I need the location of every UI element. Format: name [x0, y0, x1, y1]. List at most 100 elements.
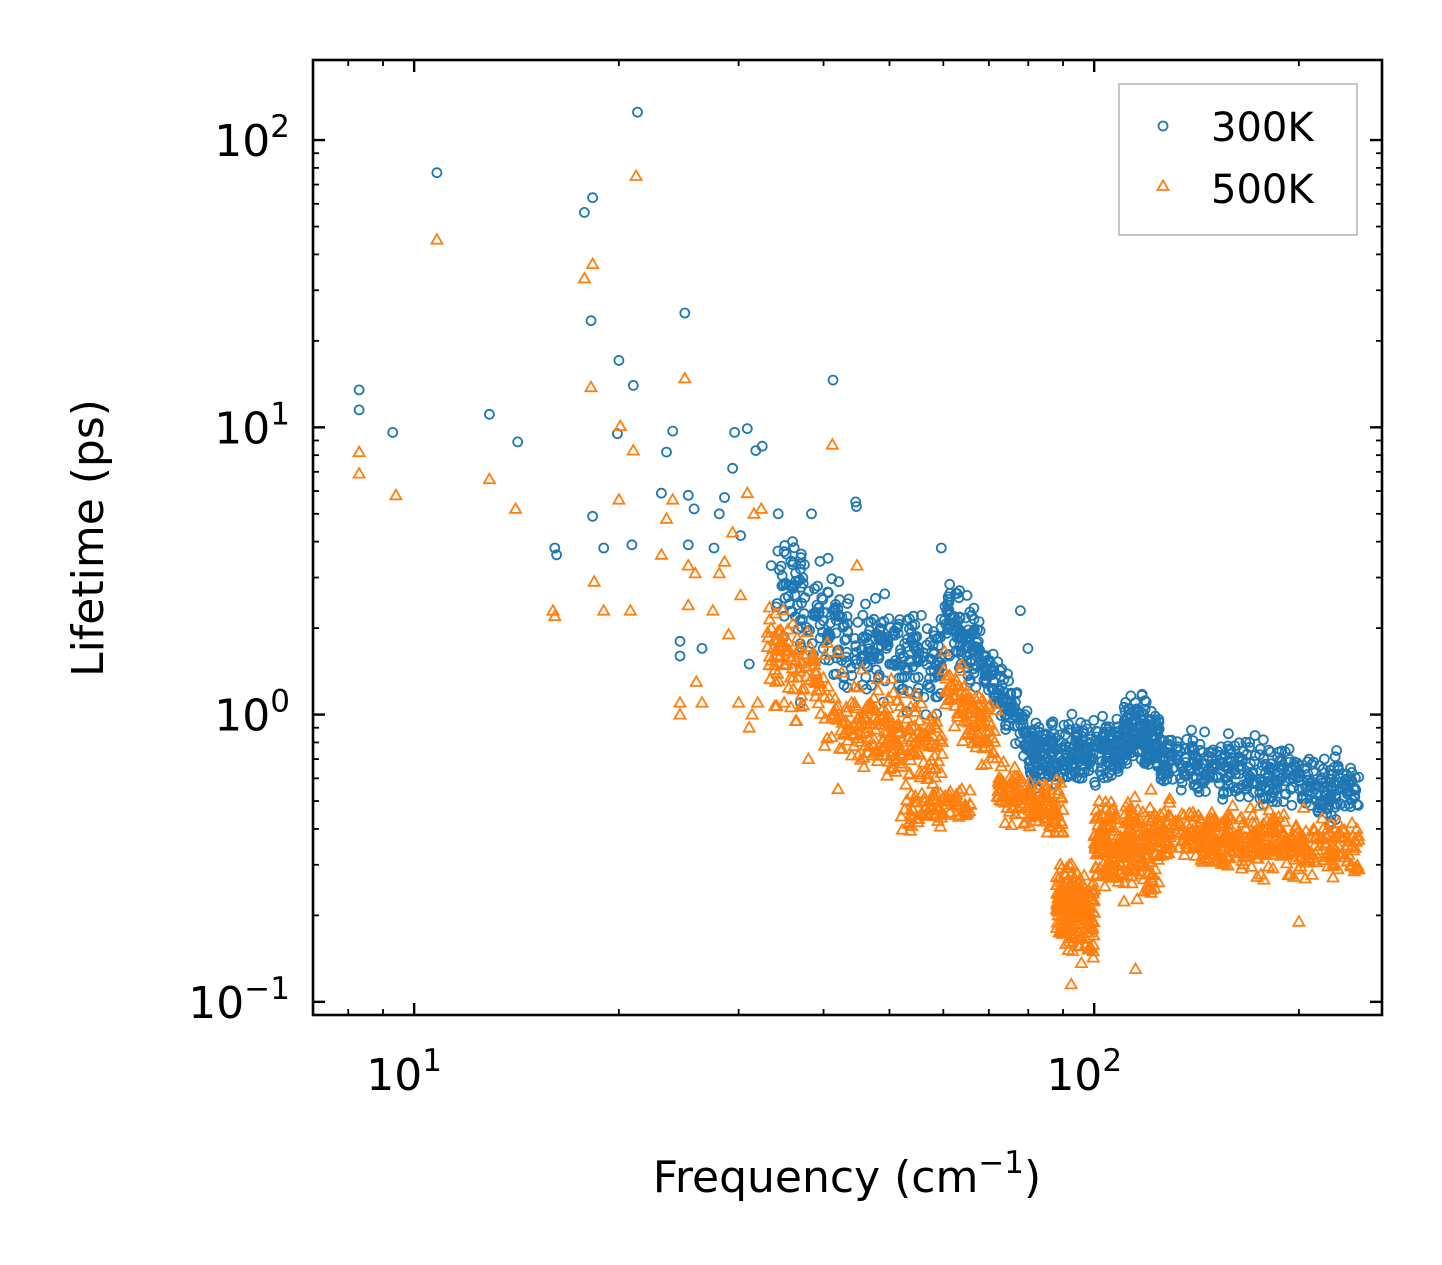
data-point-500k — [982, 697, 997, 710]
data-point-300k — [1027, 752, 1039, 764]
data-point-300k — [1045, 717, 1057, 729]
data-point-500k — [918, 801, 933, 814]
data-point-500k — [1127, 789, 1142, 803]
data-point-300k — [1112, 763, 1123, 775]
data-point-500k — [992, 782, 1007, 795]
data-point-300k — [894, 614, 906, 625]
data-point-300k — [1148, 733, 1160, 745]
legend-marker-300k — [1157, 120, 1169, 132]
data-point-500k — [894, 809, 909, 822]
data-point-500k — [482, 471, 497, 485]
data-point-500k — [1102, 818, 1117, 831]
data-point-500k — [672, 695, 688, 708]
data-point-500k — [1144, 854, 1159, 867]
data-point-500k — [794, 682, 809, 695]
data-point-500k — [969, 704, 984, 717]
data-point-500k — [1249, 840, 1264, 853]
data-point-500k — [1067, 874, 1082, 887]
data-point-500k — [1102, 839, 1117, 852]
data-point-300k — [1273, 746, 1285, 758]
data-point-500k — [731, 695, 746, 708]
data-point-300k — [817, 626, 828, 638]
data-point-300k — [954, 611, 966, 623]
data-point-500k — [974, 757, 989, 770]
data-point-300k — [585, 315, 597, 327]
data-point-500k — [892, 720, 907, 733]
data-point-500k — [816, 670, 831, 683]
data-point-500k — [1106, 801, 1121, 815]
data-point-500k — [1111, 828, 1126, 841]
data-point-500k — [740, 485, 755, 499]
data-point-300k — [964, 628, 976, 640]
data-point-300k — [512, 436, 524, 448]
data-point-500k — [895, 822, 910, 835]
data-point-300k — [708, 542, 720, 554]
data-point-300k — [964, 674, 976, 686]
data-point-300k — [1100, 721, 1112, 733]
data-point-500k — [1086, 944, 1101, 957]
data-point-500k — [1276, 807, 1291, 820]
data-point-300k — [842, 625, 853, 637]
data-point-500k — [1279, 856, 1294, 869]
data-point-300k — [930, 633, 942, 645]
data-point-500k — [801, 751, 816, 764]
data-point-500k — [1098, 794, 1113, 807]
data-point-500k — [1143, 885, 1159, 898]
data-point-500k — [1054, 791, 1069, 804]
data-point-500k — [908, 686, 923, 699]
data-point-500k — [1265, 861, 1280, 874]
data-point-300k — [796, 597, 807, 609]
data-point-300k — [353, 384, 365, 396]
data-point-300k — [843, 593, 855, 605]
data-point-300k — [1319, 798, 1331, 810]
data-point-300k — [674, 635, 686, 647]
data-point-500k — [1072, 910, 1087, 923]
data-point-300k — [674, 650, 686, 662]
data-point-300k — [866, 680, 877, 691]
data-point-300k — [1012, 720, 1024, 732]
data-point-500k — [822, 690, 837, 703]
data-point-300k — [860, 598, 871, 610]
data-point-500k — [971, 716, 987, 730]
data-point-500k — [1122, 829, 1138, 842]
data-point-500k — [930, 813, 946, 826]
data-point-500k — [1050, 897, 1065, 910]
data-point-500k — [1160, 816, 1175, 830]
data-point-500k — [1067, 888, 1082, 902]
data-point-500k — [920, 771, 935, 784]
data-point-500k — [898, 777, 913, 790]
data-point-500k — [837, 725, 852, 738]
data-point-500k — [825, 437, 840, 450]
data-point-300k — [1351, 799, 1363, 810]
data-point-500k — [831, 644, 846, 657]
data-point-500k — [904, 747, 919, 760]
data-point-300k — [833, 644, 845, 656]
legend: 300K 500K — [1118, 83, 1358, 236]
data-point-500k — [1078, 938, 1093, 951]
data-point-300k — [1188, 780, 1200, 791]
data-point-500k — [985, 750, 1000, 763]
data-point-300k — [1032, 766, 1043, 778]
data-point-500k — [388, 488, 403, 501]
data-point-500k — [672, 707, 688, 720]
data-point-500k — [1341, 847, 1356, 860]
data-point-300k — [875, 630, 887, 642]
data-point-500k — [1259, 813, 1274, 826]
data-point-500k — [1201, 850, 1216, 863]
data-point-500k — [858, 738, 873, 751]
data-point-300k — [1155, 774, 1167, 785]
data-point-500k — [1094, 835, 1109, 848]
data-point-500k — [955, 690, 970, 703]
data-point-300k — [1199, 726, 1210, 738]
data-point-500k — [786, 682, 801, 695]
data-point-500k — [950, 797, 966, 810]
data-point-500k — [1044, 819, 1059, 833]
data-point-300k — [696, 643, 708, 654]
data-point-300k — [1129, 697, 1141, 708]
data-point-300k — [1244, 737, 1255, 748]
data-point-300k — [743, 658, 755, 670]
data-point-500k — [1325, 858, 1340, 872]
data-point-500k — [1061, 921, 1076, 934]
data-point-500k — [1168, 814, 1183, 827]
data-point-500k — [1332, 829, 1347, 842]
